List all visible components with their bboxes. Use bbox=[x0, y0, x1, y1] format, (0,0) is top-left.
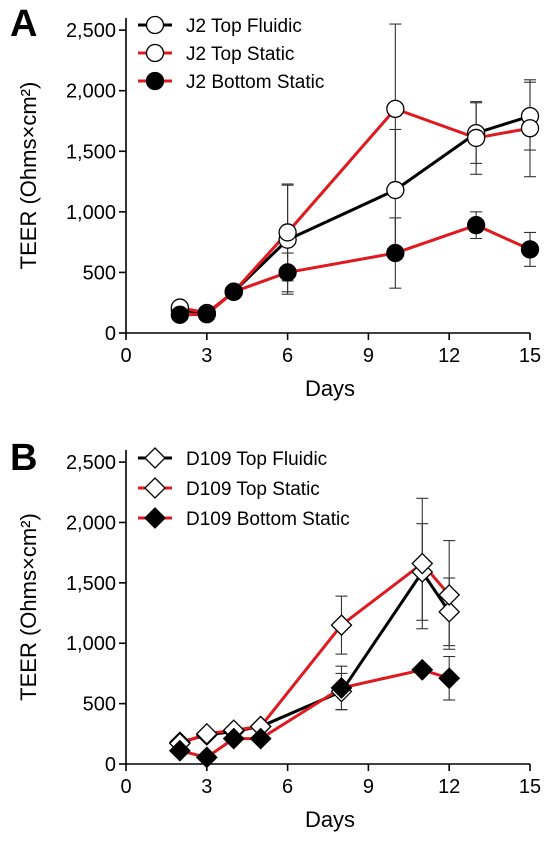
legend-swatch-marker bbox=[145, 71, 165, 91]
x-tick-label: 0 bbox=[120, 776, 131, 798]
x-tick-label: 9 bbox=[363, 345, 374, 367]
legend-item-j2-bottom-static: J2 Bottom Static bbox=[138, 71, 324, 93]
y-tick-label: 1,000 bbox=[66, 633, 116, 655]
data-point bbox=[520, 240, 540, 259]
data-point bbox=[438, 667, 461, 690]
data-point bbox=[197, 305, 216, 324]
x-axis-title: Days bbox=[305, 807, 355, 832]
y-tick-label: 1,000 bbox=[66, 202, 116, 224]
panel-label: B bbox=[10, 437, 37, 479]
data-point bbox=[249, 727, 272, 750]
panel-label: A bbox=[10, 3, 37, 45]
data-point bbox=[466, 128, 486, 148]
y-tick-label: 2,500 bbox=[66, 452, 116, 474]
legend-item-j2-top-fluidic: J2 Top Fluidic bbox=[138, 15, 302, 37]
legend-label: D109 Top Fluidic bbox=[186, 449, 327, 470]
legend-swatch-marker bbox=[144, 447, 166, 469]
data-point bbox=[386, 99, 405, 119]
legend-label: J2 Bottom Static bbox=[186, 72, 324, 93]
y-tick-label: 0 bbox=[105, 323, 116, 345]
legend-swatch-marker bbox=[145, 15, 165, 35]
data-point bbox=[278, 223, 297, 242]
panel-b-teer-chart: B 0 500 1,000 1,500 2,000 2,500 0 3 6 9 12 15 Days TEE… bbox=[10, 437, 541, 832]
data-point bbox=[411, 552, 434, 575]
legend-swatch-marker bbox=[145, 43, 165, 63]
x-tick-label: 12 bbox=[438, 776, 460, 798]
data-point bbox=[195, 722, 218, 745]
series-d109-top-fluidic bbox=[179, 523, 456, 744]
data-point bbox=[438, 584, 461, 606]
legend-swatch-marker bbox=[144, 477, 166, 499]
legend-item-j2-top-static: J2 Top Static bbox=[138, 43, 294, 65]
markers-d109-bottom-static bbox=[168, 658, 461, 769]
x-tick-label: 0 bbox=[120, 345, 131, 367]
x-axis-title: Days bbox=[305, 376, 355, 401]
legend: D109 Top Fluidic D109 Top Static D109 Bott… bbox=[138, 447, 350, 530]
y-tick-label: 2,000 bbox=[66, 81, 116, 103]
x-tick-label: 15 bbox=[519, 776, 541, 798]
x-tick-label: 9 bbox=[363, 776, 374, 798]
series-j2-top-static bbox=[179, 23, 536, 315]
y-tick-label: 1,500 bbox=[66, 141, 116, 163]
legend-label: J2 Top Fluidic bbox=[186, 16, 302, 37]
legend-label: J2 Top Static bbox=[186, 44, 294, 65]
y-axis-title: TEER (Ohms×cm²) bbox=[16, 513, 41, 701]
legend-swatch-marker bbox=[144, 507, 166, 529]
legend-item-d109-bottom-static: D109 Bottom Static bbox=[138, 507, 350, 530]
y-tick-label: 500 bbox=[83, 262, 116, 284]
data-point bbox=[170, 305, 190, 324]
y-tick-label: 500 bbox=[83, 694, 116, 716]
data-point bbox=[330, 614, 353, 637]
legend-label: D109 Top Static bbox=[186, 479, 320, 500]
data-point bbox=[222, 727, 245, 750]
x-tick-label: 6 bbox=[282, 345, 293, 367]
data-point bbox=[411, 658, 434, 681]
x-tick-label: 3 bbox=[201, 345, 212, 367]
legend-item-d109-top-fluidic: D109 Top Fluidic bbox=[138, 447, 327, 470]
markers-j2-top-static bbox=[170, 99, 540, 323]
legend-label: D109 Bottom Static bbox=[186, 509, 350, 530]
data-point bbox=[330, 676, 353, 699]
data-point bbox=[466, 216, 486, 235]
y-tick-label: 1,500 bbox=[66, 573, 116, 595]
data-point bbox=[386, 243, 405, 263]
x-tick-label: 3 bbox=[201, 776, 212, 798]
data-point bbox=[278, 263, 297, 282]
y-axis-title: TEER (Ohms×cm²) bbox=[16, 82, 41, 270]
data-point bbox=[520, 119, 540, 138]
panel-a-teer-chart: A 0 500 1,000 1,500 2,000 2,500 0 3 6 9 12 15 Days TEE… bbox=[10, 3, 541, 401]
data-point bbox=[168, 739, 191, 762]
x-tick-label: 15 bbox=[519, 345, 541, 367]
y-tick-label: 2,500 bbox=[66, 20, 116, 42]
x-tick-label: 12 bbox=[438, 345, 460, 367]
series-line bbox=[179, 668, 450, 759]
series-j2-top-fluidic bbox=[179, 81, 536, 316]
data-point bbox=[438, 600, 461, 623]
data-point bbox=[386, 180, 405, 200]
data-point bbox=[224, 282, 243, 301]
markers-j2-bottom-static bbox=[170, 216, 540, 324]
data-point bbox=[195, 746, 218, 769]
x-tick-label: 6 bbox=[282, 776, 293, 798]
series-d109-top-static bbox=[179, 497, 456, 745]
legend-item-d109-top-static: D109 Top Static bbox=[138, 477, 320, 500]
legend: J2 Top Fluidic J2 Top Static J2 Bottom Sta… bbox=[138, 15, 324, 93]
y-tick-label: 0 bbox=[105, 754, 116, 776]
y-tick-label: 2,000 bbox=[66, 512, 116, 534]
